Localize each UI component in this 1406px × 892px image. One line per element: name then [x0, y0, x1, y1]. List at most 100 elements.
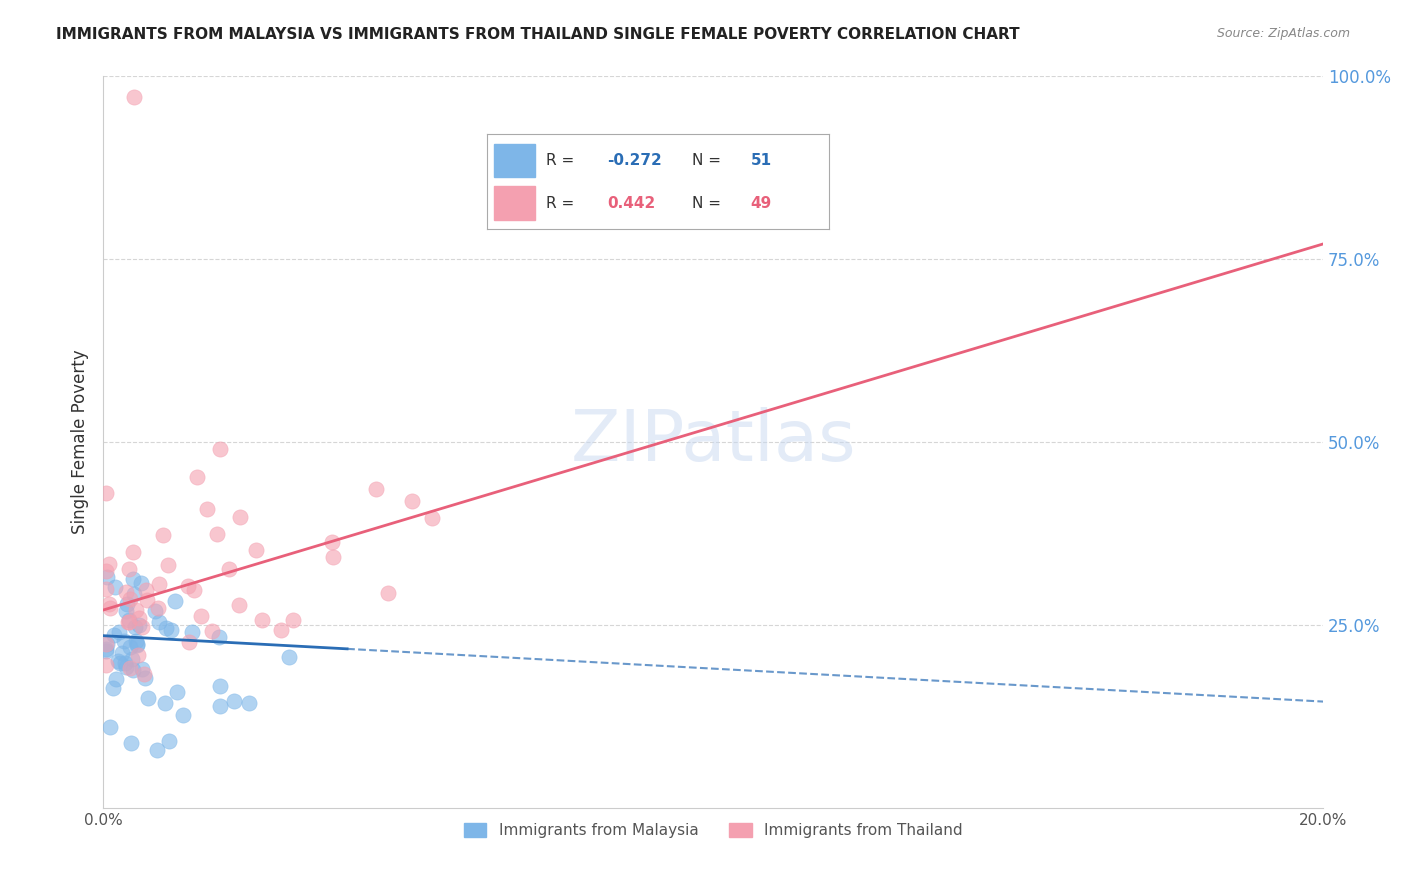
- Point: [122, 573, 145, 587]
- Point: [121, 545, 143, 559]
- Legend: Immigrants from Malaysia, Immigrants from Thailand: Immigrants from Malaysia, Immigrants fro…: [457, 817, 969, 844]
- Point: [157, 558, 180, 572]
- Point: [128, 611, 150, 625]
- Point: [134, 671, 156, 685]
- Point: [118, 562, 141, 576]
- Point: [201, 624, 224, 639]
- Point: [122, 90, 145, 104]
- Point: [208, 630, 231, 644]
- Point: [131, 662, 153, 676]
- Point: [118, 591, 141, 606]
- Point: [127, 648, 149, 662]
- Point: [118, 613, 141, 627]
- Point: [177, 579, 200, 593]
- Point: [128, 618, 150, 632]
- Point: [209, 442, 232, 456]
- Point: [152, 528, 174, 542]
- Point: [322, 549, 344, 564]
- Text: Source: ZipAtlas.com: Source: ZipAtlas.com: [1216, 27, 1350, 40]
- Point: [172, 708, 194, 723]
- Point: [145, 604, 167, 618]
- Point: [132, 667, 155, 681]
- Point: [160, 624, 183, 638]
- Point: [153, 697, 176, 711]
- Point: [96, 641, 118, 656]
- Point: [321, 535, 343, 549]
- Point: [238, 696, 260, 710]
- Point: [96, 657, 118, 672]
- Point: [157, 733, 180, 747]
- Point: [98, 601, 121, 615]
- Point: [112, 634, 135, 648]
- Point: [245, 542, 267, 557]
- Point: [278, 649, 301, 664]
- Point: [129, 575, 152, 590]
- Point: [229, 510, 252, 524]
- Point: [222, 693, 245, 707]
- Point: [96, 637, 118, 651]
- Point: [96, 643, 118, 657]
- Point: [115, 597, 138, 611]
- Point: [101, 681, 124, 695]
- Y-axis label: Single Female Poverty: Single Female Poverty: [72, 350, 89, 534]
- Point: [209, 679, 232, 693]
- Point: [115, 604, 138, 618]
- Point: [114, 660, 136, 674]
- Point: [98, 720, 121, 734]
- Point: [209, 699, 232, 714]
- Point: [97, 597, 120, 611]
- Point: [104, 580, 127, 594]
- Point: [108, 624, 131, 639]
- Point: [281, 613, 304, 627]
- Point: [190, 609, 212, 624]
- Point: [131, 620, 153, 634]
- Point: [136, 691, 159, 706]
- Point: [270, 624, 292, 638]
- Point: [163, 594, 186, 608]
- Point: [98, 557, 121, 571]
- Point: [124, 603, 146, 617]
- Point: [114, 656, 136, 670]
- Point: [125, 637, 148, 651]
- Point: [420, 511, 443, 525]
- Point: [122, 586, 145, 600]
- Point: [125, 633, 148, 648]
- Point: [252, 613, 274, 627]
- Point: [135, 583, 157, 598]
- Point: [364, 482, 387, 496]
- Point: [195, 501, 218, 516]
- Point: [118, 640, 141, 654]
- Point: [181, 625, 204, 640]
- Point: [205, 527, 228, 541]
- Point: [148, 615, 170, 630]
- Point: [121, 663, 143, 677]
- Point: [155, 621, 177, 635]
- Point: [108, 656, 131, 670]
- Point: [124, 620, 146, 634]
- Point: [135, 592, 157, 607]
- Point: [114, 584, 136, 599]
- Point: [96, 637, 118, 651]
- Point: [118, 615, 141, 629]
- Point: [186, 470, 208, 484]
- Point: [117, 615, 139, 629]
- Point: [148, 601, 170, 615]
- Point: [218, 562, 240, 576]
- Point: [104, 673, 127, 687]
- Text: IMMIGRANTS FROM MALAYSIA VS IMMIGRANTS FROM THAILAND SINGLE FEMALE POVERTY CORRE: IMMIGRANTS FROM MALAYSIA VS IMMIGRANTS F…: [56, 27, 1019, 42]
- Point: [96, 582, 118, 597]
- Point: [148, 576, 170, 591]
- Point: [96, 486, 118, 500]
- Point: [183, 582, 205, 597]
- Point: [96, 570, 118, 584]
- Point: [125, 638, 148, 652]
- Point: [107, 654, 129, 668]
- Point: [177, 635, 200, 649]
- Point: [120, 661, 142, 675]
- Point: [146, 743, 169, 757]
- Point: [103, 628, 125, 642]
- Point: [228, 599, 250, 613]
- Point: [166, 685, 188, 699]
- Point: [96, 565, 118, 579]
- Point: [121, 652, 143, 666]
